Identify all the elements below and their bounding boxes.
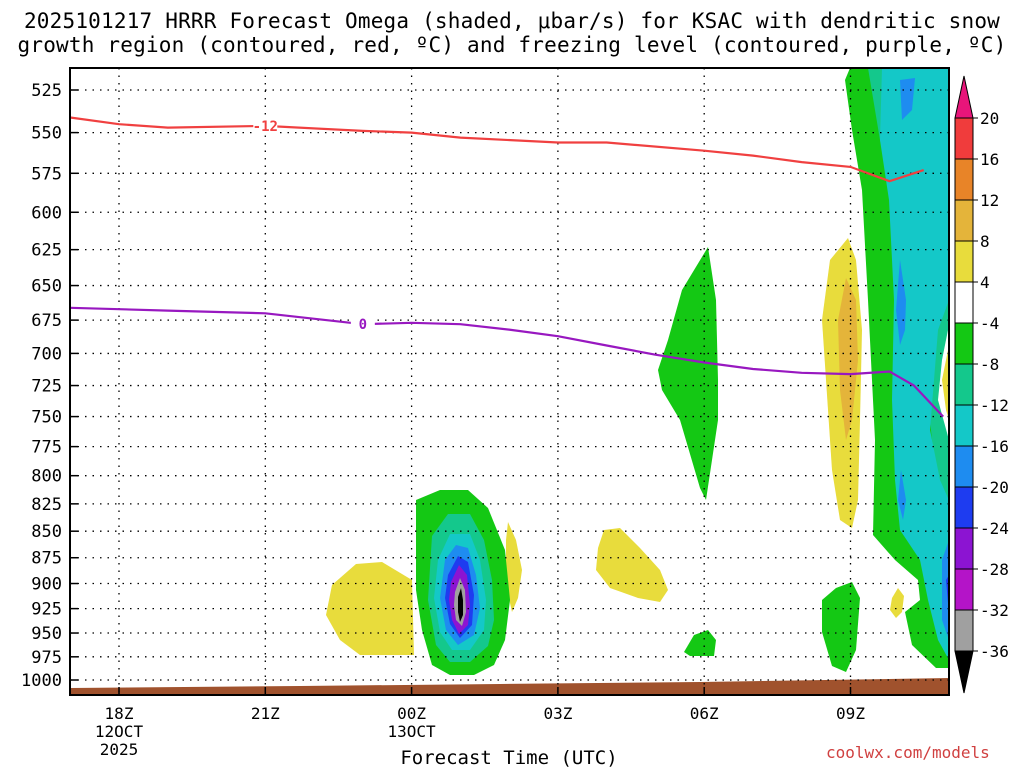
y-tick-label: 875 <box>31 549 62 569</box>
colorbar-bin <box>954 322 974 365</box>
colorbar-label: -20 <box>980 478 1009 497</box>
y-tick-label: 600 <box>31 203 62 223</box>
colorbar-label: 4 <box>980 273 990 292</box>
omega-region-right-cyan <box>880 68 949 660</box>
omega-core-black <box>458 588 463 622</box>
colorbar-bin <box>954 199 974 242</box>
omega-region-09z-low-yellow <box>890 588 904 618</box>
colorbar-label: -36 <box>980 642 1009 661</box>
x-axis-title: Forecast Time (UTC) <box>400 747 617 768</box>
y-tick-label: 625 <box>31 241 62 261</box>
colorbar-label: -12 <box>980 396 1009 415</box>
colorbar-label: 12 <box>980 191 999 210</box>
colorbar-label: -8 <box>980 355 999 374</box>
y-tick-label: 975 <box>31 648 62 668</box>
y-tick-label: 525 <box>31 81 62 101</box>
colorbar-bin <box>954 404 974 447</box>
colorbar-top-arrow <box>954 75 974 119</box>
contour-label-bg <box>350 316 375 333</box>
y-tick-label: 825 <box>31 495 62 515</box>
dendritic-contour-line <box>70 116 925 183</box>
colorbar-bin <box>954 117 974 160</box>
x-tick-label: 09Z <box>836 704 865 723</box>
colorbar-label: -32 <box>980 601 1009 620</box>
x-tick-date: 13OCT <box>388 722 437 741</box>
contour-lines: -12 0 <box>70 116 945 418</box>
x-tick-label: 21Z <box>251 704 280 723</box>
y-tick-label: 775 <box>31 438 62 458</box>
colorbar-bin <box>954 445 974 488</box>
y-axis: 525 550 575 600 625 650 675 700 725 750 775 800 825 8… <box>21 81 78 691</box>
y-tick-label: 575 <box>31 164 62 184</box>
omega-region-03z-yellow <box>596 528 668 602</box>
x-tick-year: 2025 <box>100 740 139 759</box>
x-tick-label: 18Z <box>105 704 134 723</box>
colorbar-bin <box>954 609 974 652</box>
colorbar-bin <box>954 158 974 201</box>
colorbar-label: -28 <box>980 560 1009 579</box>
y-tick-label: 750 <box>31 408 62 428</box>
source-credit: coolwx.com/models <box>826 743 990 762</box>
omega-region-06z-low-green <box>684 630 716 656</box>
x-tick-label: 06Z <box>690 704 719 723</box>
colorbar-bin <box>954 281 974 324</box>
freezing-level-contour-label: 0 <box>359 317 367 333</box>
y-tick-label: 900 <box>31 575 62 595</box>
colorbar-bin <box>954 568 974 611</box>
y-tick-label: 650 <box>31 277 62 297</box>
omega-region-09z-orange <box>838 278 858 440</box>
y-tick-label: 700 <box>31 344 62 364</box>
colorbar-label: 20 <box>980 109 999 128</box>
colorbar-label: -16 <box>980 437 1009 456</box>
colorbar-bin <box>954 527 974 570</box>
colorbar-label: 8 <box>980 232 990 251</box>
y-tick-label: 675 <box>31 311 62 331</box>
x-tick-label: 03Z <box>543 704 572 723</box>
omega-region-06z-green <box>658 247 718 500</box>
plot-frame <box>69 67 950 696</box>
omega-region-01z-east-yellow <box>506 522 522 612</box>
freezing-level-contour-line <box>70 306 945 418</box>
colorbar-bin <box>954 240 974 283</box>
y-tick-label: 850 <box>31 522 62 542</box>
y-tick-label: 950 <box>31 624 62 644</box>
chart-title-line-2: growth region (contoured, red, ºC) and f… <box>17 33 1007 57</box>
omega-region-right-blue-2 <box>898 470 906 520</box>
x-tick-label: 00Z <box>397 704 426 723</box>
colorbar-label: 16 <box>980 150 999 169</box>
y-tick-label: 925 <box>31 600 62 620</box>
colorbar: 20 16 12 8 4 -4 -8 -12 -16 -20 -24 -28 -32 -36 <box>954 75 1009 694</box>
y-tick-label: 800 <box>31 467 62 487</box>
omega-region-right-blue-3 <box>900 78 915 120</box>
dendritic-contour-label: -12 <box>253 119 278 135</box>
terrain-surface <box>70 678 949 695</box>
colorbar-bin <box>954 363 974 406</box>
omega-region-right-blue-4 <box>942 540 949 640</box>
x-tick-date: 12OCT <box>95 722 144 741</box>
colorbar-label: -4 <box>980 314 999 333</box>
colorbar-bin <box>954 486 974 529</box>
y-tick-label: 1000 <box>21 671 62 691</box>
omega-region-right-yellow-notch <box>942 345 949 420</box>
chart-title-line-1: 2025101217 HRRR Forecast Omega (shaded, … <box>23 9 1001 33</box>
omega-region-right-blue-1 <box>896 260 906 345</box>
y-tick-label: 550 <box>31 124 62 144</box>
y-tick-label: 725 <box>31 377 62 397</box>
contour-label-bg <box>253 117 278 134</box>
omega-shading <box>70 68 949 695</box>
colorbar-bottom-arrow <box>954 650 974 694</box>
colorbar-label: -24 <box>980 519 1009 538</box>
omega-region-09z-low-green <box>822 582 860 672</box>
